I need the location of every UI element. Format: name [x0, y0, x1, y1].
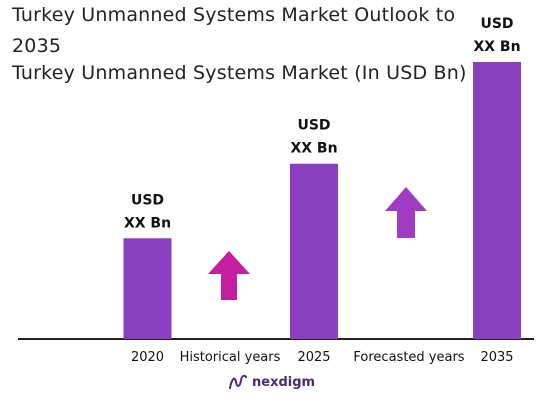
up-arrow-icon: [208, 251, 250, 300]
period-label: Forecasted years: [353, 350, 464, 365]
up-arrow-icon: [385, 187, 427, 238]
bar-2020: [123, 238, 172, 339]
bar-value-label: XX Bn: [124, 215, 171, 231]
brand-name: nexdigm: [252, 374, 316, 390]
brand-footer: nexdigm: [228, 373, 315, 391]
chart-title: Turkey Unmanned Systems Market (In USD B…: [12, 62, 467, 84]
bar-value-label: USD: [480, 16, 513, 32]
bar-value-label: XX Bn: [473, 39, 520, 55]
x-tick-label: 2025: [297, 350, 330, 365]
bar-value-label: USD: [131, 192, 164, 208]
bar-value-label: XX Bn: [290, 141, 337, 157]
nexdigm-logo-icon: [229, 374, 247, 389]
page-title: Turkey Unmanned Systems Market Outlook t…: [12, 4, 456, 57]
bar-2025: [290, 163, 338, 339]
bar-2035: [473, 62, 521, 339]
x-tick-label: 2020: [131, 350, 164, 365]
period-label: Historical years: [180, 350, 281, 365]
bar-value-label: USD: [297, 118, 330, 134]
x-tick-label: 2035: [480, 350, 513, 365]
